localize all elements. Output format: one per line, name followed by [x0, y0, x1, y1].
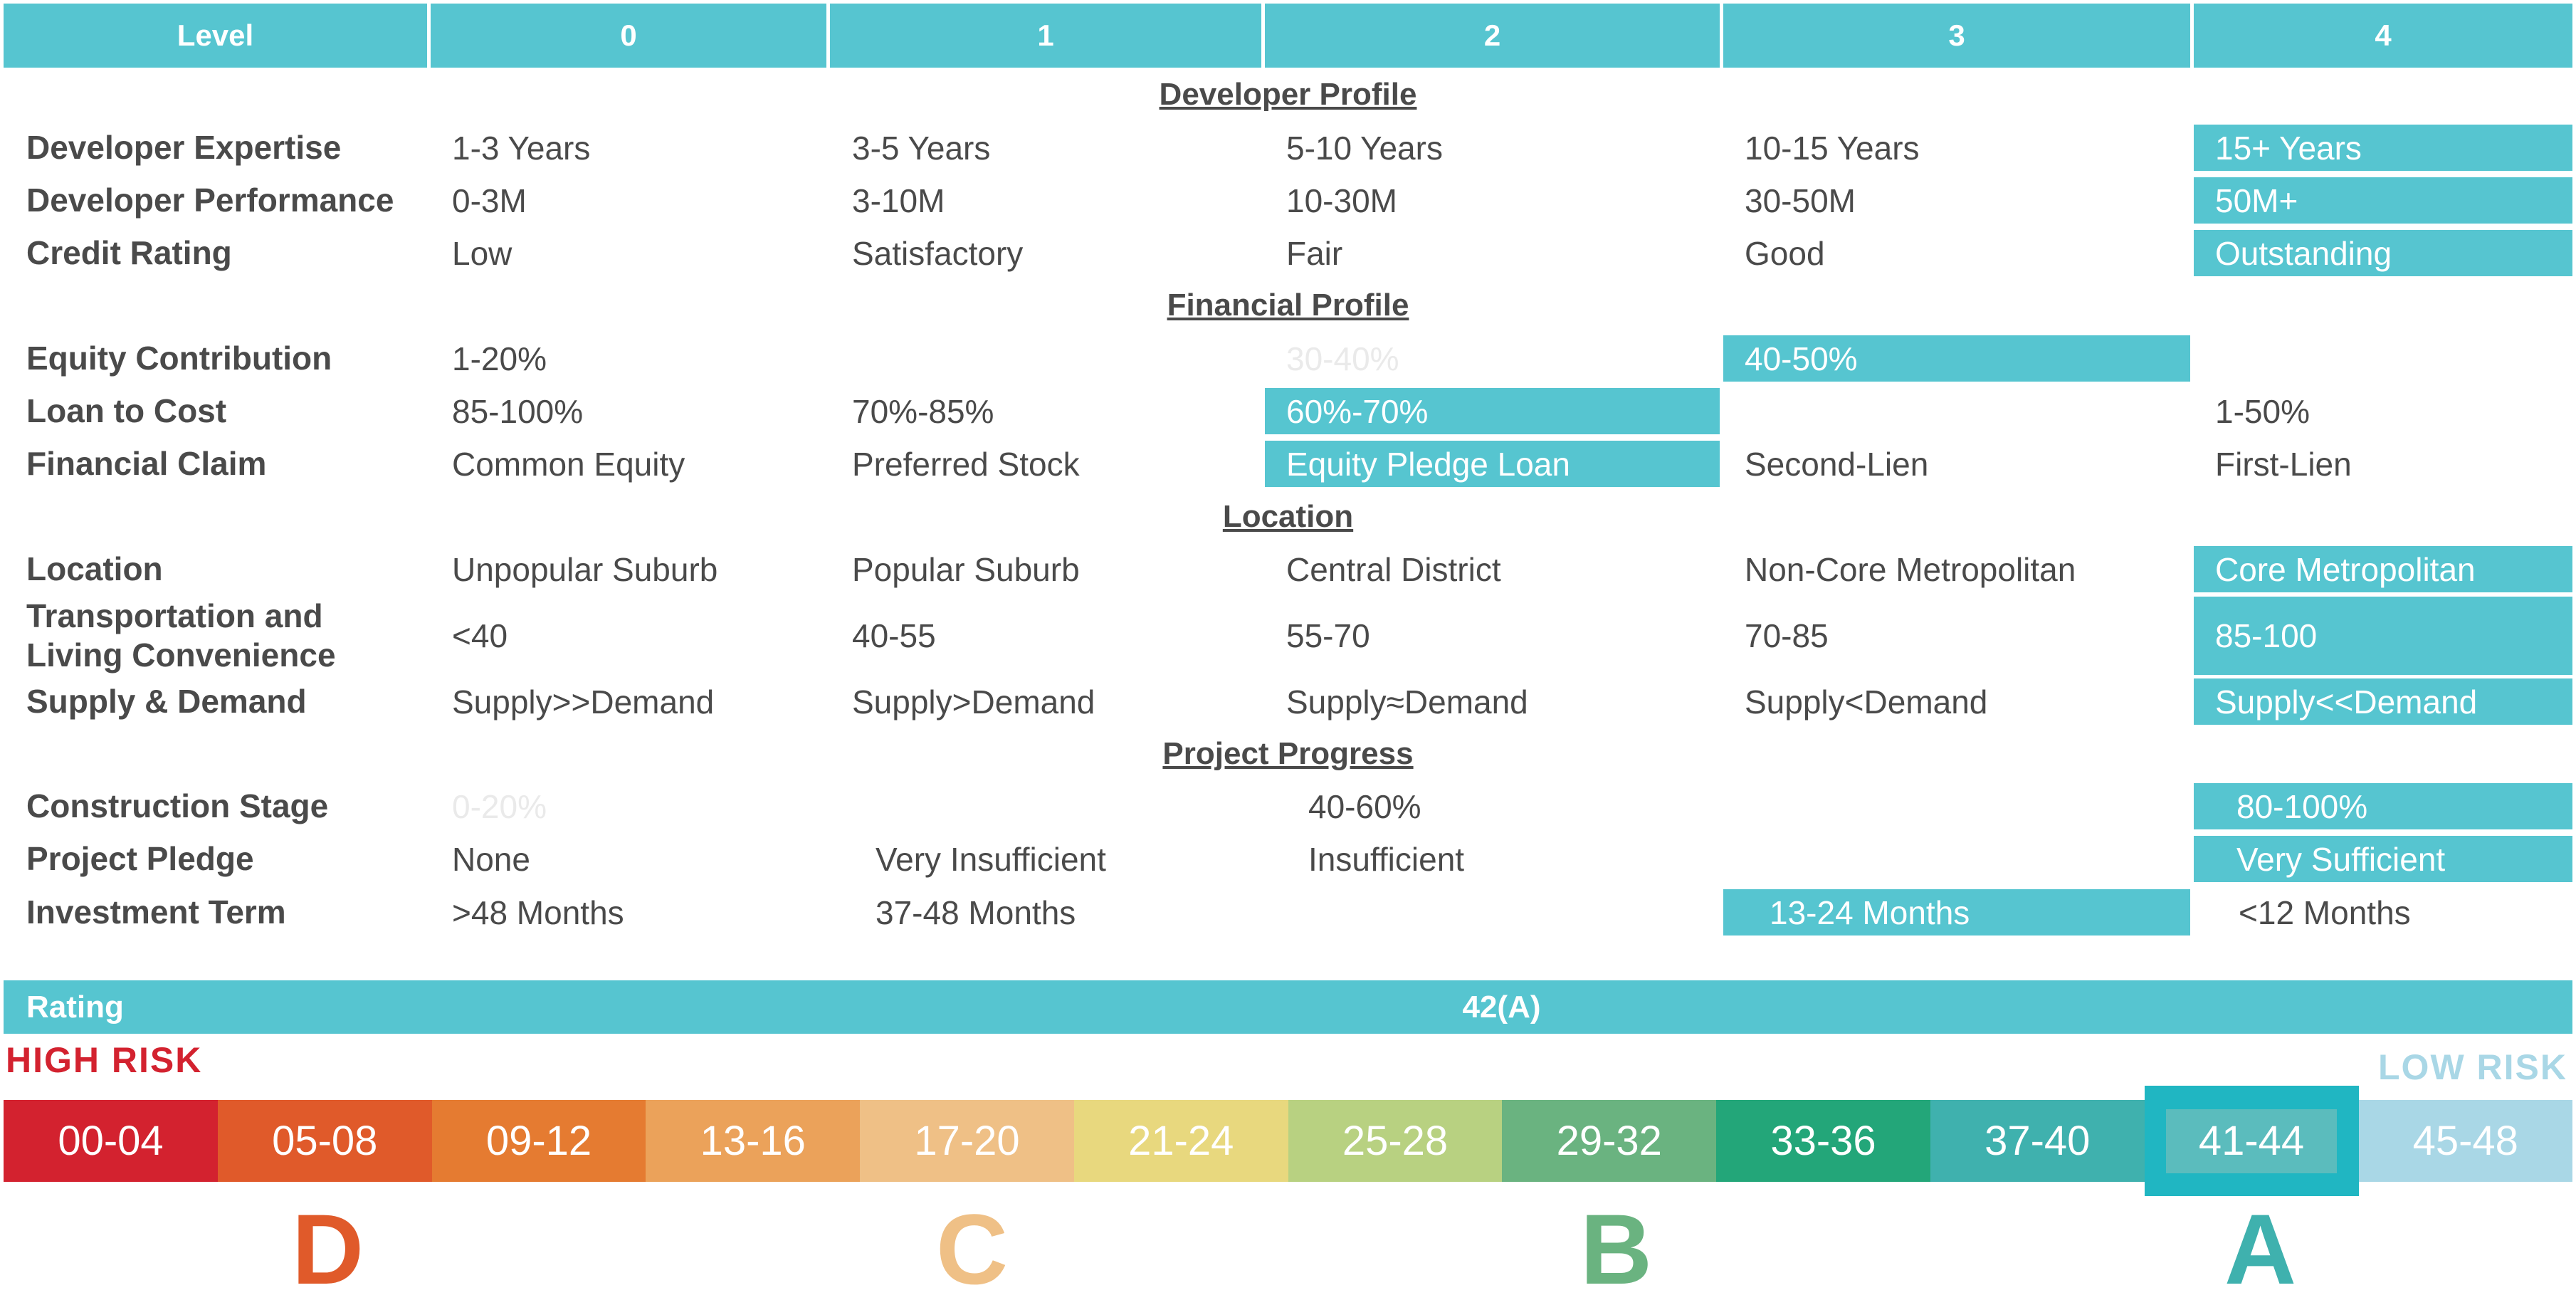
row-label-loan-to-cost: Loan to Cost — [26, 392, 227, 429]
section-financial-profile: Financial Profile — [1167, 288, 1409, 323]
cell-developer-performance-0: 0-3M — [452, 182, 527, 219]
cell-financial-claim-2: Equity Pledge Loan — [1265, 441, 1720, 487]
grade-D: D — [292, 1193, 364, 1305]
cell-location-3: Non-Core Metropolitan — [1745, 550, 2076, 588]
cell-financial-claim-0: Common Equity — [452, 445, 685, 483]
scale-segment-33-36: 33-36 — [1716, 1100, 1930, 1182]
row-label-construction-stage: Construction Stage — [26, 787, 329, 824]
cell-project-pledge-4: Very Sufficient — [2194, 836, 2572, 882]
cell-developer-expertise-4: 15+ Years — [2194, 125, 2572, 171]
cell-location-1: Popular Suburb — [852, 550, 1080, 588]
cell-project-pledge-0: None — [452, 840, 530, 878]
scale-segment-05-08: 05-08 — [217, 1100, 432, 1182]
cell-transportation-4: 85-100 — [2194, 597, 2572, 675]
header-level-4: 4 — [2194, 4, 2572, 68]
cell-loan-to-cost-4: 1-50% — [2215, 392, 2310, 430]
high-risk-label: HIGH RISK — [6, 1040, 203, 1080]
scale-segment-13-16: 13-16 — [646, 1100, 861, 1182]
cell-credit-rating-3: Good — [1745, 234, 1825, 272]
header-level-0: 0 — [431, 4, 826, 68]
row-label-supply-demand: Supply & Demand — [26, 682, 307, 720]
cell-equity-contribution-3: 40-50% — [1723, 335, 2190, 382]
scale-segment-00-04: 00-04 — [4, 1100, 218, 1182]
cell-supply-demand-0: Supply>>Demand — [452, 683, 715, 720]
row-label-investment-term: Investment Term — [26, 893, 286, 931]
cell-developer-expertise-0: 1-3 Years — [452, 129, 591, 167]
cell-equity-contribution-2: 30-40% — [1286, 340, 1399, 377]
scale-segment-37-40: 37-40 — [1930, 1100, 2145, 1182]
cell-project-pledge-2: Insufficient — [1308, 840, 1465, 878]
header-level-label: Level — [4, 4, 427, 68]
cell-investment-term-1: 37-48 Months — [876, 893, 1076, 931]
cell-supply-demand-2: Supply≈Demand — [1286, 683, 1528, 720]
scale-segment-17-20: 17-20 — [860, 1100, 1074, 1182]
cell-financial-claim-4: First-Lien — [2215, 445, 2352, 483]
section-location: Location — [1222, 499, 1354, 534]
header-level-1: 1 — [830, 4, 1261, 68]
row-label-transportation-line2: Living Convenience — [26, 636, 336, 674]
row-label-developer-expertise: Developer Expertise — [26, 128, 342, 166]
cell-transportation-2: 55-70 — [1286, 617, 1370, 654]
cell-construction-stage-2: 40-60% — [1308, 787, 1421, 825]
cell-transportation-3: 70-85 — [1745, 617, 1829, 654]
section-developer-profile: Developer Profile — [1159, 77, 1417, 112]
row-label-equity-contribution: Equity Contribution — [26, 339, 332, 377]
cell-credit-rating-0: Low — [452, 234, 512, 272]
scale-segment-29-32: 29-32 — [1502, 1100, 1717, 1182]
cell-developer-expertise-1: 3-5 Years — [852, 129, 991, 167]
cell-equity-contribution-0: 1-20% — [452, 340, 547, 377]
cell-location-0: Unpopular Suburb — [452, 550, 718, 588]
scale-segment-09-12: 09-12 — [431, 1100, 646, 1182]
cell-credit-rating-4: Outstanding — [2194, 230, 2572, 276]
cell-developer-expertise-3: 10-15 Years — [1745, 129, 1920, 167]
cell-location-4: Core Metropolitan — [2194, 546, 2572, 592]
cell-developer-expertise-2: 5-10 Years — [1286, 129, 1443, 167]
row-label-credit-rating: Credit Rating — [26, 234, 232, 271]
cell-loan-to-cost-1: 70%-85% — [852, 392, 994, 430]
cell-loan-to-cost-0: 85-100% — [452, 392, 584, 430]
row-label-transportation: Transportation and Living Convenience — [26, 597, 425, 675]
cell-project-pledge-1: Very Insufficient — [876, 840, 1106, 878]
cell-construction-stage-0: 0-20% — [452, 787, 547, 825]
cell-investment-term-3: 13-24 Months — [1723, 889, 2190, 935]
grade-B: B — [1580, 1193, 1653, 1305]
low-risk-label: LOW RISK — [2378, 1047, 2567, 1087]
cell-transportation-1: 40-55 — [852, 617, 936, 654]
cell-credit-rating-1: Satisfactory — [852, 234, 1024, 272]
cell-location-2: Central District — [1286, 550, 1501, 588]
cell-developer-performance-3: 30-50M — [1745, 182, 1856, 219]
cell-investment-term-0: >48 Months — [452, 893, 624, 931]
row-label-financial-claim: Financial Claim — [26, 444, 267, 482]
grade-C: C — [936, 1193, 1009, 1305]
row-label-developer-performance: Developer Performance — [26, 181, 394, 219]
header-level-2: 2 — [1265, 4, 1720, 68]
scale-segment-25-28: 25-28 — [1288, 1100, 1503, 1182]
row-label-transportation-line1: Transportation and — [26, 597, 323, 634]
row-label-project-pledge: Project Pledge — [26, 839, 254, 877]
cell-construction-stage-4: 80-100% — [2194, 783, 2572, 829]
header-level-3: 3 — [1723, 4, 2190, 68]
cell-loan-to-cost-2: 60%-70% — [1265, 388, 1720, 434]
cell-supply-demand-1: Supply>Demand — [852, 683, 1095, 720]
cell-transportation-0: <40 — [452, 617, 508, 654]
row-label-location: Location — [26, 550, 163, 587]
scale-segment-41-44: 41-44 — [2144, 1086, 2359, 1196]
rating-value: 42(A) — [431, 980, 2572, 1034]
cell-developer-performance-2: 10-30M — [1286, 182, 1397, 219]
cell-financial-claim-3: Second-Lien — [1745, 445, 1929, 483]
cell-developer-performance-1: 3-10M — [852, 182, 945, 219]
section-project-progress: Project Progress — [1162, 736, 1414, 771]
cell-investment-term-4: <12 Months — [2239, 893, 2411, 931]
scale-selected-inner: 41-44 — [2166, 1109, 2337, 1173]
scale-segment-21-24: 21-24 — [1073, 1100, 1288, 1182]
rating-label: Rating — [4, 980, 450, 1034]
cell-credit-rating-2: Fair — [1286, 234, 1343, 272]
grade-A: A — [2224, 1193, 2297, 1305]
cell-developer-performance-4: 50M+ — [2194, 177, 2572, 224]
cell-financial-claim-1: Preferred Stock — [852, 445, 1080, 483]
scale-segment-45-48: 45-48 — [2358, 1100, 2573, 1182]
cell-supply-demand-4: Supply<<Demand — [2194, 678, 2572, 725]
cell-supply-demand-3: Supply<Demand — [1745, 683, 1988, 720]
